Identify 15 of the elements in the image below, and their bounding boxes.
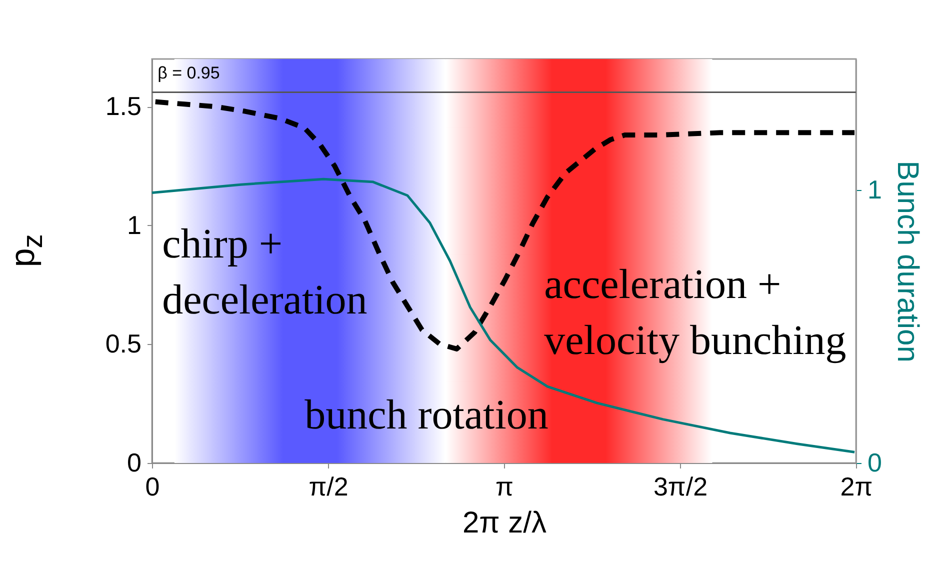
y-tick-label: 0 (127, 448, 142, 478)
x-tick-label: 3π/2 (653, 472, 708, 502)
annotation: β = 0.95 (158, 63, 220, 82)
x-tick-label: π/2 (308, 472, 348, 502)
annotation: acceleration + velocity bunching (544, 262, 846, 364)
y2-axis-title: Bunch duration (890, 160, 924, 362)
y2-tick-label: 1 (868, 174, 882, 205)
line-series (150, 178, 856, 454)
x-tick-label: π (496, 472, 514, 502)
y-tick-label: 1 (127, 210, 142, 240)
annotation: chirp + deceleration (162, 221, 368, 324)
annotation: bunch rotation (304, 392, 548, 438)
x-axis-title: 2π z/λ (462, 506, 547, 540)
y-tick-label: 1.5 (105, 91, 142, 122)
y-tick-label: 0.5 (105, 328, 142, 359)
